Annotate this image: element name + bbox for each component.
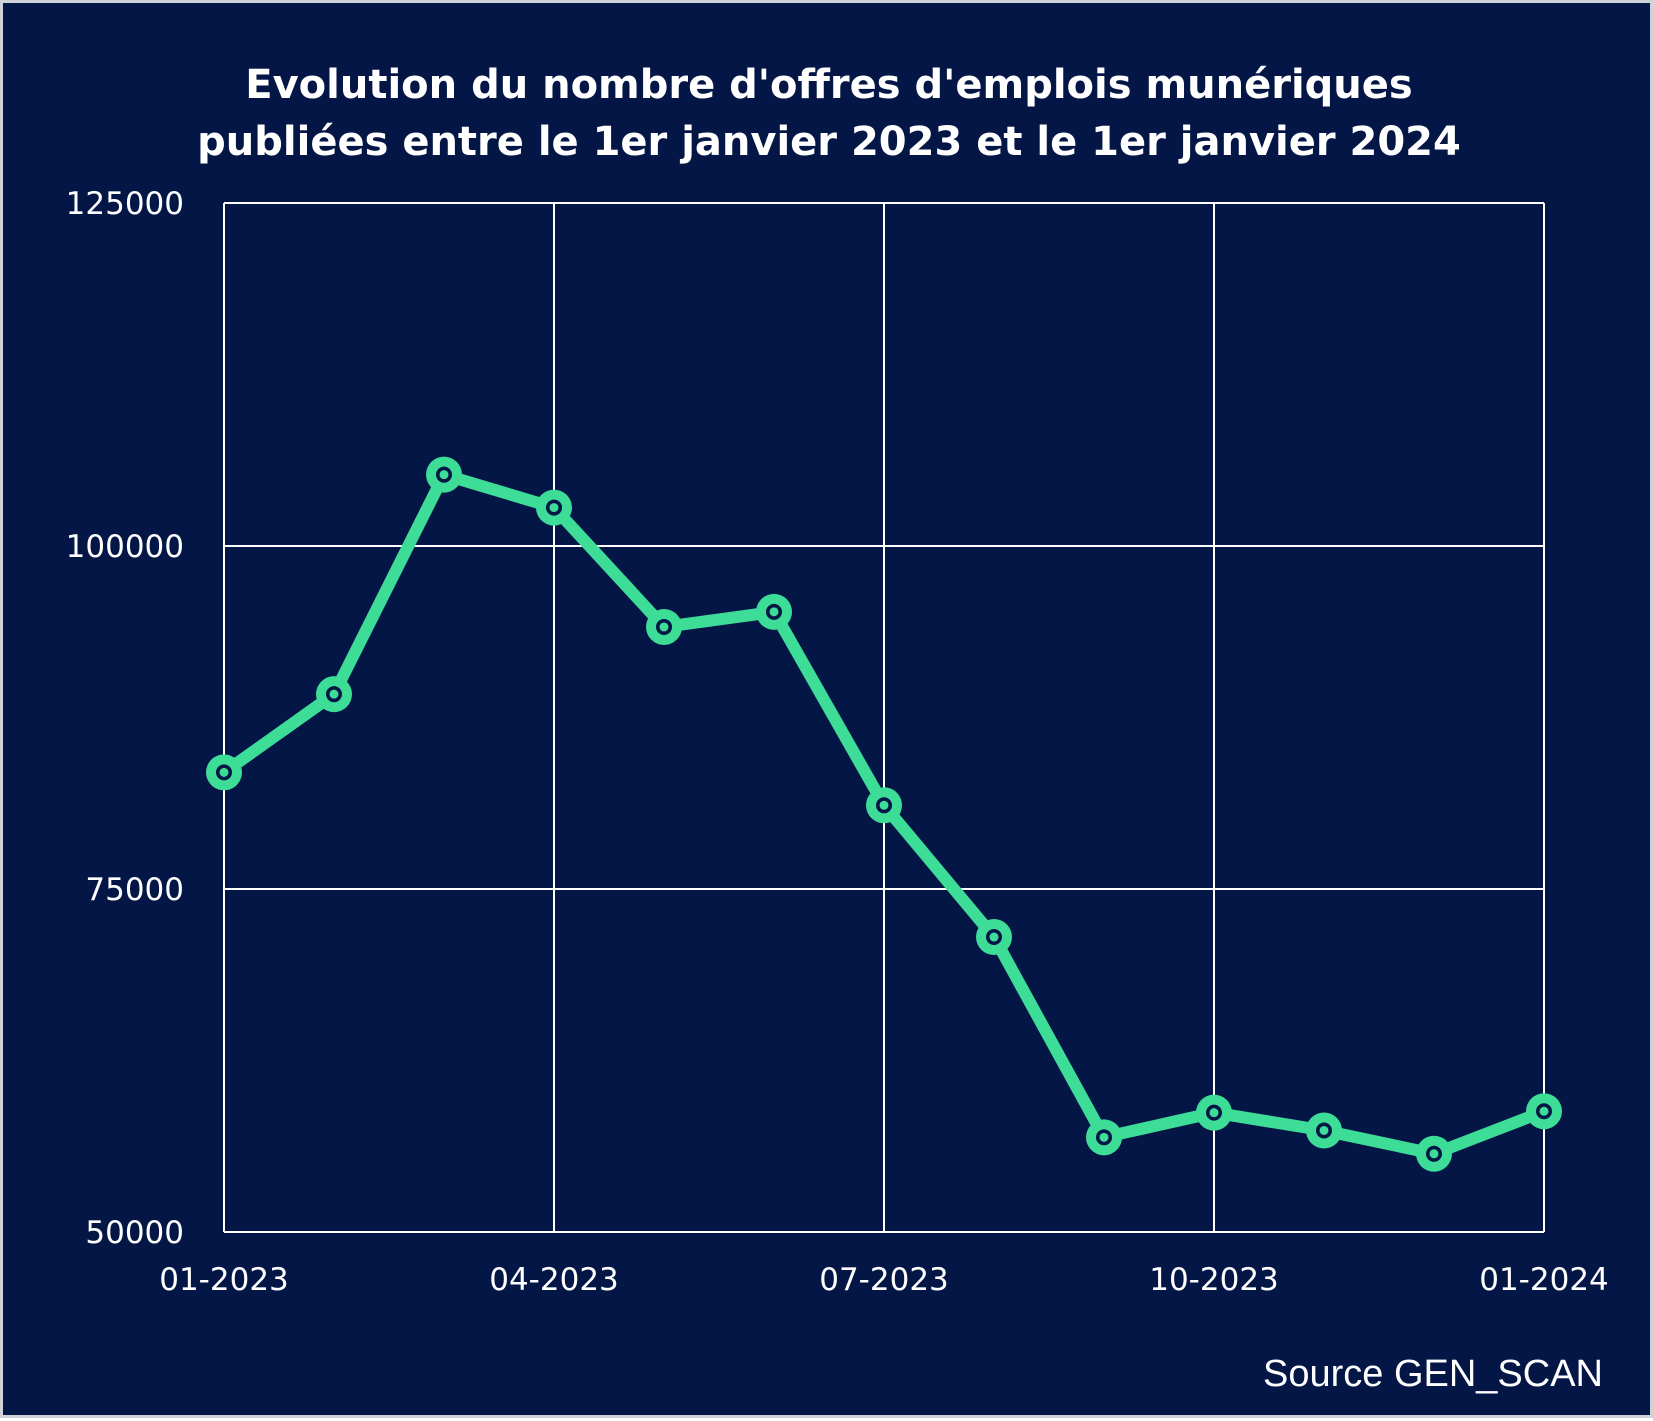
series	[206, 456, 1562, 1172]
data-point-dot	[769, 607, 779, 617]
data-point-dot	[1099, 1132, 1109, 1142]
data-point-dot	[659, 622, 669, 632]
y-tick-label: 75000	[85, 872, 184, 908]
y-axis-ticks: 50000 75000 100000 125000	[66, 186, 184, 1251]
data-point	[316, 676, 352, 713]
x-tick-label: 07-2023	[819, 1262, 949, 1298]
data-point	[1196, 1094, 1232, 1131]
data-point-dot	[219, 767, 229, 777]
x-axis-ticks: 01-2023 04-2023 07-2023 10-2023 01-2024	[159, 1262, 1609, 1298]
chart-title-line-2: publiées entre le 1er janvier 2023 et le…	[197, 119, 1461, 165]
data-point-dot	[439, 470, 449, 480]
data-point-dot	[329, 689, 339, 699]
data-point-dot	[879, 800, 889, 810]
data-point	[646, 608, 682, 645]
data-point	[866, 787, 902, 824]
data-point-dot	[1319, 1125, 1329, 1135]
x-tick-label: 10-2023	[1149, 1262, 1279, 1298]
data-point-dot	[1429, 1149, 1439, 1159]
data-point-dot	[1539, 1106, 1549, 1116]
data-point-dot	[989, 932, 999, 942]
data-point	[426, 456, 462, 493]
data-point	[1306, 1112, 1342, 1149]
x-tick-label: 04-2023	[489, 1262, 619, 1298]
data-point	[1416, 1135, 1452, 1172]
data-point-dot	[1209, 1108, 1219, 1118]
data-point	[536, 489, 572, 526]
chart-title-line-1: Evolution du nombre d'offres d'emplois m…	[245, 62, 1412, 108]
y-tick-label: 50000	[85, 1215, 184, 1251]
x-tick-label: 01-2024	[1479, 1262, 1609, 1298]
chart-title: Evolution du nombre d'offres d'emplois m…	[197, 62, 1461, 165]
data-point	[976, 919, 1012, 956]
x-tick-label: 01-2023	[159, 1262, 289, 1298]
grid	[223, 202, 1545, 1233]
y-tick-label: 125000	[66, 186, 184, 222]
data-point	[756, 593, 792, 630]
data-point-dot	[549, 503, 559, 513]
source-label: Source GEN_SCAN	[1263, 1353, 1603, 1395]
y-tick-label: 100000	[66, 529, 184, 565]
line-chart: Evolution du nombre d'offres d'emplois m…	[66, 62, 1609, 1395]
data-point	[1526, 1093, 1562, 1130]
data-point	[1086, 1119, 1122, 1156]
data-point	[206, 754, 242, 791]
